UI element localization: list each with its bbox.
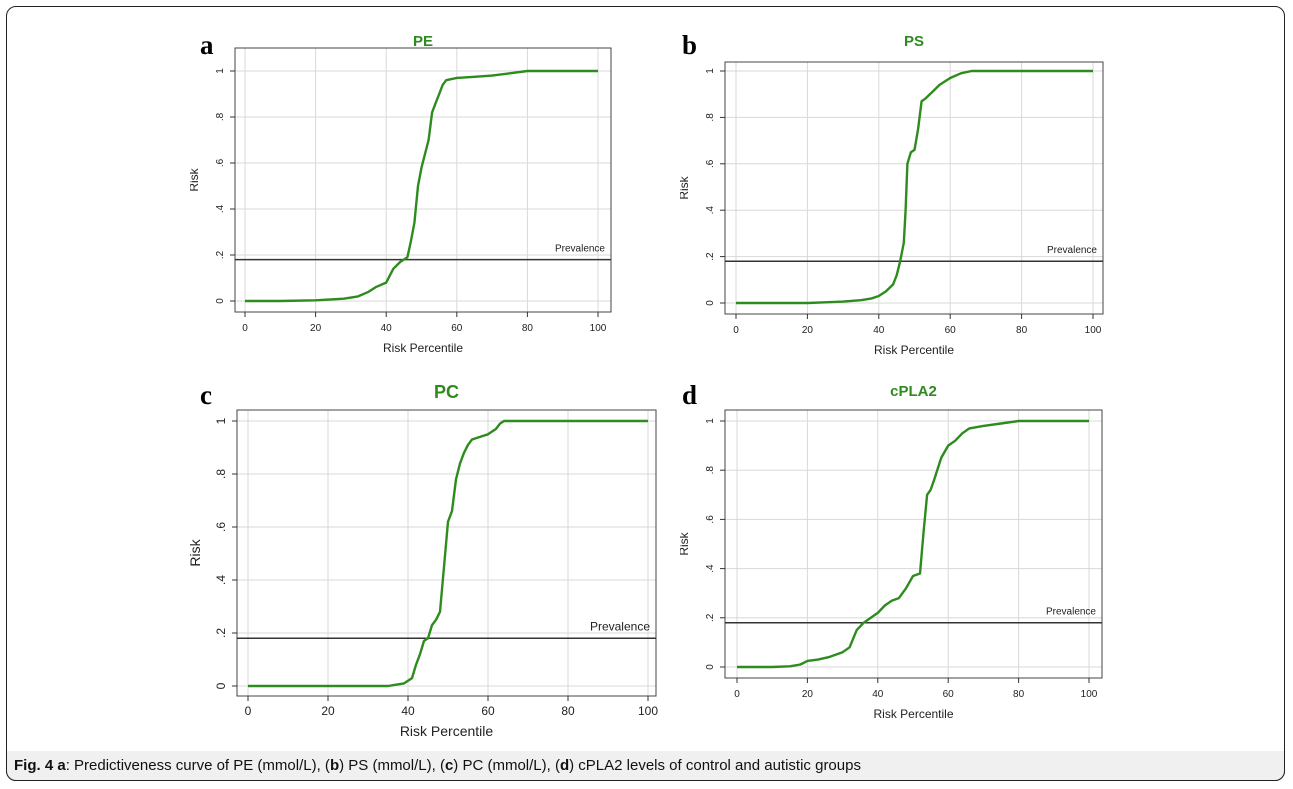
- x-tick-label: 80: [1013, 689, 1025, 700]
- panel-letter-d: d: [682, 380, 698, 410]
- x-tick-label: 0: [734, 689, 740, 700]
- y-tick-label: 0: [705, 664, 716, 670]
- prevalence-label: Prevalence: [1047, 245, 1097, 256]
- y-tick-label: 1: [214, 417, 228, 424]
- x-tick-label: 40: [872, 689, 884, 700]
- y-tick-label: .4: [705, 206, 716, 215]
- plot-frame: [724, 61, 1104, 315]
- caption-fig-label: Fig. 4: [14, 757, 54, 774]
- panel-letter-c: c: [200, 380, 212, 410]
- y-tick-label: .4: [705, 564, 716, 573]
- x-axis-label: Risk Percentile: [383, 341, 463, 355]
- caption-text-4: ) cPLA2 levels of control and autistic g…: [569, 757, 861, 774]
- x-tick-label: 60: [945, 325, 957, 336]
- caption-letter-a: a: [57, 757, 66, 774]
- y-tick-label: 1: [705, 418, 716, 424]
- x-tick-label: 60: [943, 689, 955, 700]
- y-tick-label: .2: [214, 628, 228, 638]
- y-tick-label: 1: [215, 68, 226, 74]
- x-tick-label: 60: [481, 704, 495, 718]
- prevalence-label: Prevalence: [590, 619, 650, 633]
- risk-curve: [737, 419, 1089, 669]
- y-tick-label: 0: [705, 300, 716, 306]
- x-tick-label: 80: [561, 704, 575, 718]
- chart-title: PE: [413, 33, 433, 50]
- x-tick-label: 80: [522, 323, 534, 334]
- risk-curve: [736, 69, 1093, 305]
- x-tick-label: 40: [401, 704, 415, 718]
- risk-curve: [248, 419, 648, 688]
- y-tick-label: 0: [214, 682, 228, 689]
- y-axis-label: Risk: [190, 538, 203, 566]
- caption-text-1: : Predictiveness curve of PE (mmol/L), (: [65, 757, 330, 774]
- x-tick-label: 40: [381, 323, 393, 334]
- x-tick-label: 60: [451, 323, 463, 334]
- chart-title: PC: [434, 382, 459, 402]
- x-tick-label: 20: [802, 325, 814, 336]
- x-tick-label: 100: [638, 704, 658, 718]
- x-tick-label: 20: [310, 323, 322, 334]
- plot-frame: [724, 409, 1103, 679]
- x-tick-label: 0: [733, 325, 739, 336]
- figure-caption: Fig. 4 a: Predictiveness curve of PE (mm…: [14, 757, 861, 774]
- chart-pc: PC 0 20 40 60 80 100 0 .2 .4 .6 .8 1 Risk Percentile R…: [190, 382, 658, 739]
- chart-title: cPLA2: [890, 383, 937, 400]
- x-tick-label: 20: [321, 704, 335, 718]
- plot-frame: [236, 409, 657, 697]
- y-axis-label: Risk: [680, 531, 691, 555]
- y-axis-label: Risk: [190, 167, 201, 191]
- y-tick-label: .2: [705, 252, 716, 261]
- y-tick-label: .8: [215, 112, 226, 121]
- caption-letter-c: c: [444, 757, 454, 774]
- panel-letter-b: b: [682, 30, 698, 60]
- x-axis-label: Risk Percentile: [874, 343, 954, 357]
- caption-letter-d: d: [559, 757, 570, 774]
- x-tick-label: 0: [242, 323, 248, 334]
- chart-ps: PS 0 20 40 60 80 100 0 .2 .4 .6 .8 1 Risk Percentile R…: [680, 33, 1104, 357]
- y-tick-label: .6: [705, 515, 716, 524]
- y-tick-label: .6: [215, 158, 226, 167]
- x-tick-label: 40: [873, 325, 885, 336]
- y-axis-label: Risk: [680, 175, 691, 199]
- y-tick-label: .8: [214, 469, 228, 479]
- x-tick-label: 80: [1016, 325, 1028, 336]
- y-tick-label: 0: [215, 298, 226, 304]
- y-tick-label: .6: [214, 522, 228, 532]
- y-tick-label: .4: [214, 575, 228, 585]
- x-tick-label: 0: [245, 704, 252, 718]
- x-tick-label: 100: [1085, 325, 1102, 336]
- x-tick-label: 100: [590, 323, 607, 334]
- y-tick-label: .4: [215, 204, 226, 213]
- caption-box: [6, 751, 1285, 781]
- y-tick-label: .6: [705, 159, 716, 168]
- caption-text-3: ) PC (mmol/L), (: [453, 757, 560, 774]
- chart-title: PS: [904, 33, 924, 50]
- prevalence-label: Prevalence: [1046, 607, 1096, 618]
- panel-letter-a: a: [200, 30, 214, 60]
- y-tick-label: 1: [705, 68, 716, 74]
- chart-cpla2: cPLA2 0 20 40 60 80 100 0 .2 .4 .6 .8 1 Risk Percenti…: [680, 383, 1103, 721]
- y-tick-label: .8: [705, 466, 716, 475]
- x-axis-label: Risk Percentile: [873, 707, 953, 721]
- y-tick-label: .2: [705, 613, 716, 622]
- risk-curve: [245, 69, 598, 303]
- chart-pe: PE 0 20 40 60 80 100 0 .2 .4 .6 .8 1 Risk Percentile R…: [190, 33, 612, 355]
- plot-frame: [234, 47, 612, 313]
- y-tick-label: .2: [215, 250, 226, 259]
- prevalence-label: Prevalence: [555, 244, 605, 255]
- x-tick-label: 100: [1081, 689, 1098, 700]
- caption-letter-b: b: [329, 757, 340, 774]
- y-tick-label: .8: [705, 113, 716, 122]
- x-axis-label: Risk Percentile: [400, 723, 494, 739]
- caption-text-2: ) PS (mmol/L), (: [339, 757, 445, 774]
- x-tick-label: 20: [802, 689, 814, 700]
